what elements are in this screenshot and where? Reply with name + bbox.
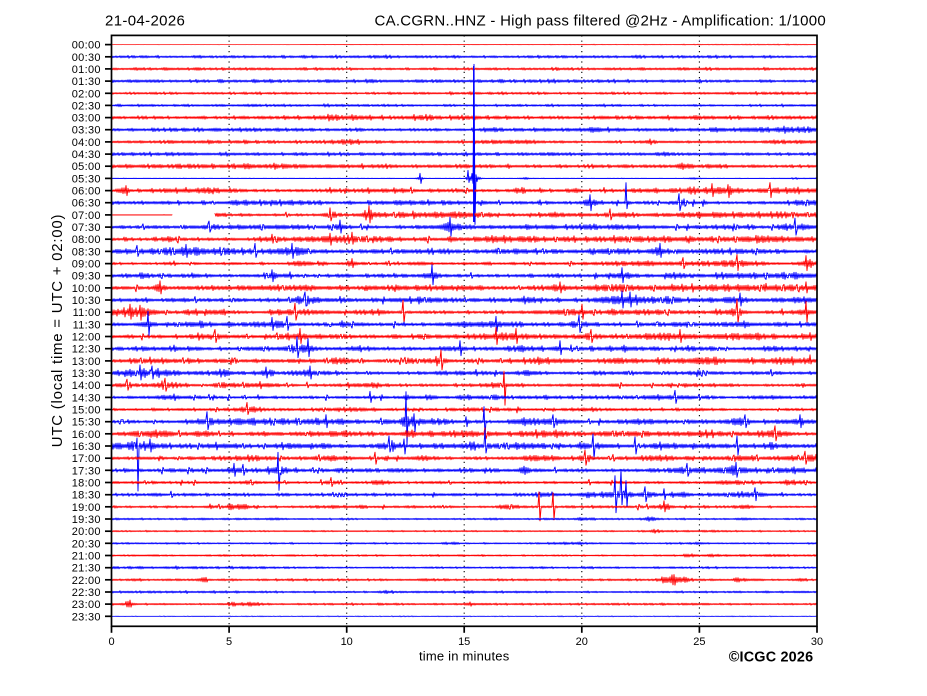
svg-text:17:00: 17:00 — [72, 453, 101, 465]
svg-text:22:30: 22:30 — [72, 587, 101, 599]
svg-text:16:00: 16:00 — [72, 429, 101, 441]
svg-text:13:00: 13:00 — [72, 356, 101, 368]
svg-text:5: 5 — [226, 636, 232, 648]
svg-text:10:30: 10:30 — [72, 295, 101, 307]
svg-text:19:00: 19:00 — [72, 502, 101, 514]
svg-text:22:00: 22:00 — [72, 575, 101, 587]
svg-text:20:30: 20:30 — [72, 538, 101, 550]
svg-text:06:30: 06:30 — [72, 198, 101, 210]
svg-text:UTC (local time = UTC + 02:00): UTC (local time = UTC + 02:00) — [49, 214, 66, 447]
svg-text:12:30: 12:30 — [72, 344, 101, 356]
svg-text:01:30: 01:30 — [72, 76, 101, 88]
svg-text:00:30: 00:30 — [72, 52, 101, 64]
svg-text:19:30: 19:30 — [72, 514, 101, 526]
svg-text:©ICGC 2026: ©ICGC 2026 — [729, 650, 814, 666]
svg-text:15:30: 15:30 — [72, 417, 101, 429]
svg-text:time in minutes: time in minutes — [419, 649, 510, 664]
svg-text:05:00: 05:00 — [72, 161, 101, 173]
svg-text:21:00: 21:00 — [72, 551, 101, 563]
svg-text:14:30: 14:30 — [72, 392, 101, 404]
svg-text:05:30: 05:30 — [72, 173, 101, 185]
svg-text:18:00: 18:00 — [72, 478, 101, 490]
svg-text:21:30: 21:30 — [72, 563, 101, 575]
svg-text:11:30: 11:30 — [73, 319, 101, 331]
svg-text:01:00: 01:00 — [72, 64, 101, 76]
svg-text:18:30: 18:30 — [72, 490, 101, 502]
svg-text:14:00: 14:00 — [72, 380, 101, 392]
svg-text:08:00: 08:00 — [72, 234, 101, 246]
svg-text:02:00: 02:00 — [72, 88, 101, 100]
svg-text:07:30: 07:30 — [72, 222, 101, 234]
svg-text:17:30: 17:30 — [72, 465, 101, 477]
svg-text:23:30: 23:30 — [72, 611, 101, 623]
svg-text:CA.CGRN..HNZ - High pass filte: CA.CGRN..HNZ - High pass filtered @2Hz -… — [375, 13, 827, 30]
svg-text:11:00: 11:00 — [73, 307, 101, 319]
svg-text:15:00: 15:00 — [72, 405, 101, 417]
svg-text:20: 20 — [576, 636, 588, 648]
svg-text:02:30: 02:30 — [72, 100, 101, 112]
svg-text:08:30: 08:30 — [72, 246, 101, 258]
svg-text:15: 15 — [458, 636, 470, 648]
svg-text:00:00: 00:00 — [72, 40, 101, 52]
svg-text:03:00: 03:00 — [72, 113, 101, 125]
svg-text:09:30: 09:30 — [72, 271, 101, 283]
svg-text:10: 10 — [341, 636, 353, 648]
svg-text:04:00: 04:00 — [72, 137, 101, 149]
svg-text:16:30: 16:30 — [72, 441, 101, 453]
svg-text:09:00: 09:00 — [72, 259, 101, 271]
svg-text:12:00: 12:00 — [72, 332, 101, 344]
svg-text:13:30: 13:30 — [72, 368, 101, 380]
svg-text:03:30: 03:30 — [72, 125, 101, 137]
svg-text:10:00: 10:00 — [72, 283, 101, 295]
svg-text:25: 25 — [693, 636, 705, 648]
svg-text:07:00: 07:00 — [72, 210, 101, 222]
svg-text:04:30: 04:30 — [72, 149, 101, 161]
svg-text:23:00: 23:00 — [72, 599, 101, 611]
svg-text:30: 30 — [811, 636, 823, 648]
svg-text:0: 0 — [108, 636, 114, 648]
svg-text:20:00: 20:00 — [72, 526, 101, 538]
svg-text:21-04-2026: 21-04-2026 — [105, 13, 185, 30]
svg-text:06:00: 06:00 — [72, 186, 101, 198]
